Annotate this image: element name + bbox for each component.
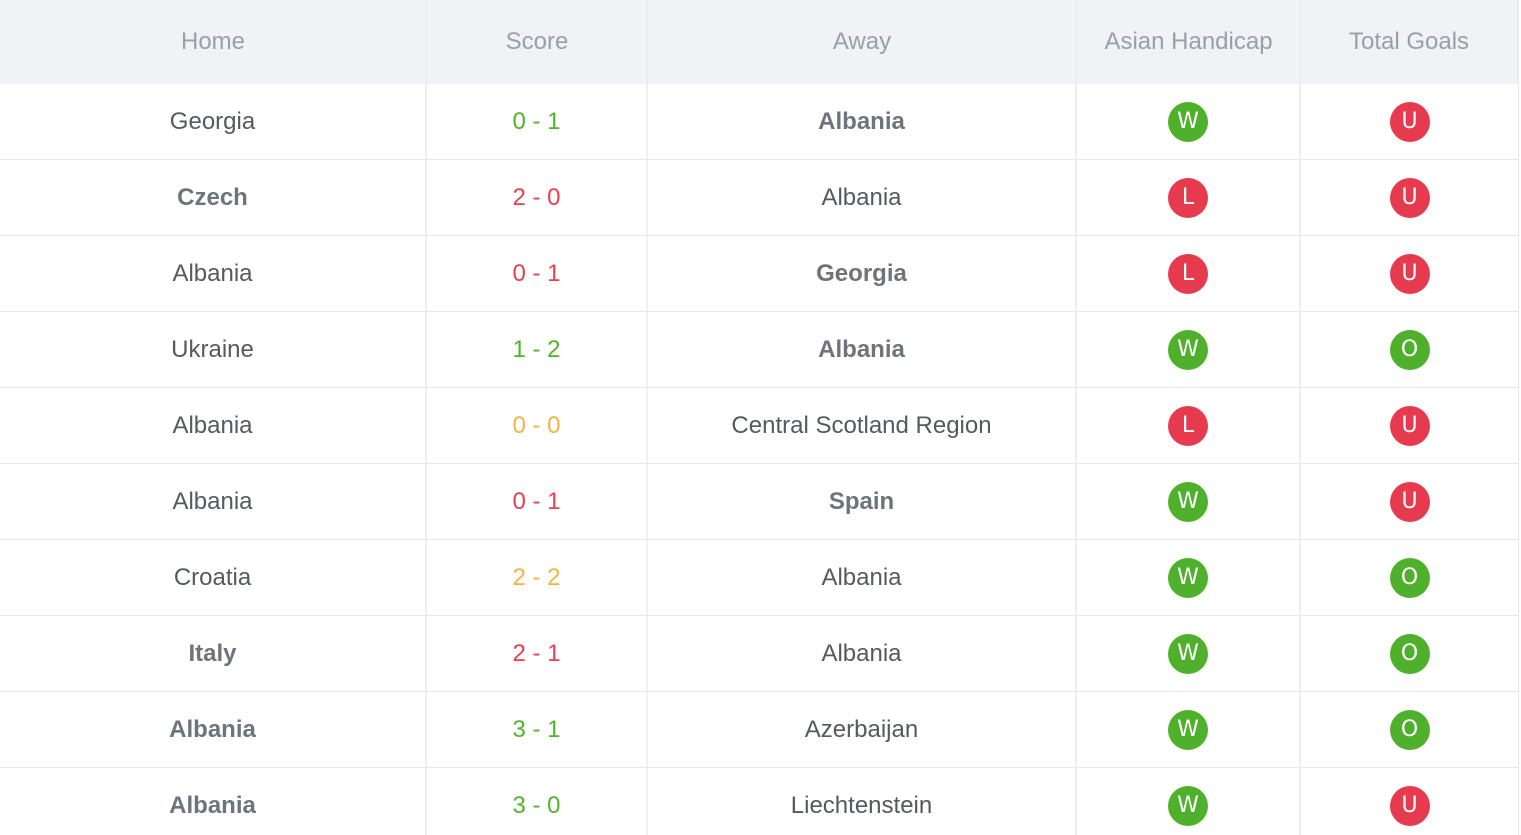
column-header-away[interactable]: Away [648, 0, 1077, 84]
asian-handicap-cell: L [1077, 160, 1301, 235]
table-row[interactable]: Albania 0 - 1 Georgia L U [0, 236, 1518, 312]
asian-handicap-cell: W [1077, 540, 1301, 615]
asian-handicap-badge: W [1168, 785, 1208, 826]
asian-handicap-badge: W [1168, 633, 1208, 674]
table-row[interactable]: Albania 3 - 1 Azerbaijan W O [0, 692, 1518, 768]
total-goals-badge: O [1389, 633, 1430, 674]
home-team: Ukraine [0, 312, 427, 387]
column-header-asian-handicap[interactable]: Asian Handicap [1077, 0, 1301, 84]
home-team: Albania [0, 236, 427, 311]
total-goals-badge: O [1389, 709, 1430, 750]
asian-handicap-badge: W [1168, 709, 1208, 750]
away-team: Albania [648, 540, 1077, 615]
home-team: Albania [0, 464, 427, 539]
total-goals-badge: U [1389, 253, 1430, 294]
total-goals-badge: O [1389, 329, 1430, 370]
match-score: 0 - 1 [427, 464, 648, 539]
match-score: 0 - 0 [427, 388, 648, 463]
home-team: Albania [0, 692, 427, 767]
asian-handicap-cell: W [1077, 312, 1301, 387]
asian-handicap-cell: L [1077, 236, 1301, 311]
total-goals-cell: O [1301, 540, 1518, 615]
total-goals-badge: U [1389, 481, 1430, 522]
asian-handicap-badge: W [1168, 557, 1208, 598]
away-team: Liechtenstein [648, 768, 1077, 835]
column-header-total-goals[interactable]: Total Goals [1301, 0, 1518, 84]
total-goals-cell: O [1301, 312, 1518, 387]
total-goals-cell: O [1301, 616, 1518, 691]
total-goals-badge: O [1389, 557, 1430, 598]
table-row[interactable]: Ukraine 1 - 2 Albania W O [0, 312, 1518, 388]
total-goals-cell: U [1301, 236, 1518, 311]
table-row[interactable]: Georgia 0 - 1 Albania W U [0, 84, 1518, 160]
away-team: Central Scotland Region [648, 388, 1077, 463]
match-score: 2 - 1 [427, 616, 648, 691]
away-team: Albania [648, 160, 1077, 235]
home-team: Czech [0, 160, 427, 235]
asian-handicap-badge: W [1168, 101, 1208, 142]
asian-handicap-badge: L [1168, 253, 1208, 294]
away-team: Georgia [648, 236, 1077, 311]
asian-handicap-cell: L [1077, 388, 1301, 463]
column-header-home[interactable]: Home [0, 0, 427, 84]
table-row[interactable]: Albania 0 - 0 Central Scotland Region L U [0, 388, 1518, 464]
table-row[interactable]: Italy 2 - 1 Albania W O [0, 616, 1518, 692]
home-team: Croatia [0, 540, 427, 615]
away-team: Albania [648, 84, 1077, 159]
home-team: Albania [0, 388, 427, 463]
match-score: 3 - 1 [427, 692, 648, 767]
asian-handicap-badge: W [1168, 329, 1208, 370]
asian-handicap-cell: W [1077, 84, 1301, 159]
home-team: Italy [0, 616, 427, 691]
away-team: Spain [648, 464, 1077, 539]
match-score: 0 - 1 [427, 236, 648, 311]
table-body: Georgia 0 - 1 Albania W U Czech 2 - 0 Albania L U… [0, 84, 1518, 835]
match-score: 3 - 0 [427, 768, 648, 835]
total-goals-badge: U [1389, 177, 1430, 218]
total-goals-cell: O [1301, 692, 1518, 767]
total-goals-cell: U [1301, 768, 1518, 835]
match-score: 2 - 0 [427, 160, 648, 235]
asian-handicap-badge: L [1168, 177, 1208, 218]
away-team: Albania [648, 616, 1077, 691]
total-goals-badge: U [1389, 101, 1430, 142]
total-goals-badge: U [1389, 405, 1430, 446]
home-team: Albania [0, 768, 427, 835]
table-row[interactable]: Albania 0 - 1 Spain W U [0, 464, 1518, 540]
match-score: 0 - 1 [427, 84, 648, 159]
match-score: 1 - 2 [427, 312, 648, 387]
asian-handicap-badge: W [1168, 481, 1208, 522]
total-goals-cell: U [1301, 388, 1518, 463]
asian-handicap-cell: W [1077, 616, 1301, 691]
table-row[interactable]: Croatia 2 - 2 Albania W O [0, 540, 1518, 616]
total-goals-cell: U [1301, 160, 1518, 235]
asian-handicap-badge: L [1168, 405, 1208, 446]
table-row[interactable]: Czech 2 - 0 Albania L U [0, 160, 1518, 236]
table-header: Home Score Away Asian Handicap Total Goa… [0, 0, 1518, 84]
away-team: Azerbaijan [648, 692, 1077, 767]
home-team: Georgia [0, 84, 427, 159]
column-header-score[interactable]: Score [427, 0, 648, 84]
away-team: Albania [648, 312, 1077, 387]
total-goals-cell: U [1301, 84, 1518, 159]
table-row[interactable]: Albania 3 - 0 Liechtenstein W U [0, 768, 1518, 835]
total-goals-badge: U [1389, 785, 1430, 826]
asian-handicap-cell: W [1077, 464, 1301, 539]
asian-handicap-cell: W [1077, 692, 1301, 767]
asian-handicap-cell: W [1077, 768, 1301, 835]
total-goals-cell: U [1301, 464, 1518, 539]
match-score: 2 - 2 [427, 540, 648, 615]
